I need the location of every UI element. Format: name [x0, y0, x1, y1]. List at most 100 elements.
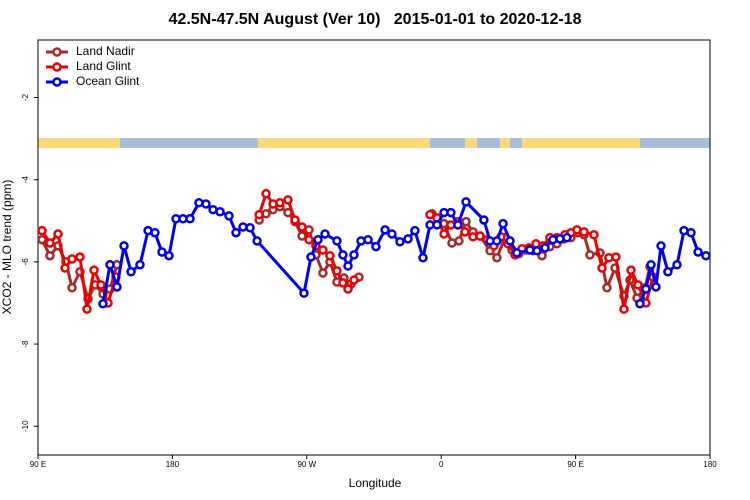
point — [215, 207, 225, 217]
x-tick-label: 0 — [439, 460, 444, 469]
point — [231, 227, 241, 238]
point — [585, 250, 595, 260]
point — [626, 265, 636, 275]
point — [439, 229, 449, 239]
point — [150, 227, 160, 238]
point — [425, 209, 435, 220]
point — [540, 243, 550, 253]
point — [320, 229, 330, 239]
point — [343, 261, 353, 271]
point — [410, 225, 420, 236]
point — [254, 209, 264, 220]
point — [635, 299, 645, 309]
point — [332, 236, 342, 246]
point — [641, 284, 651, 294]
point — [201, 199, 211, 209]
point — [461, 197, 471, 207]
point — [492, 236, 502, 246]
legend-marker — [52, 77, 62, 87]
legend-label: Ocean Glint — [76, 74, 140, 88]
point — [453, 220, 463, 230]
x-tick-label: 90 E — [567, 460, 583, 469]
point — [479, 215, 489, 225]
legend-marker — [52, 62, 62, 72]
point — [313, 234, 323, 245]
point — [602, 283, 612, 293]
point — [338, 250, 348, 260]
point — [126, 266, 136, 277]
land-band — [465, 138, 477, 148]
point — [343, 284, 353, 294]
y-axis-label: XCO2 - MLO trend (ppm) — [0, 180, 14, 315]
point — [135, 260, 145, 270]
point — [363, 234, 373, 245]
series — [98, 197, 711, 309]
point — [325, 250, 335, 261]
x-tick-label: 90 W — [297, 460, 316, 469]
point — [380, 225, 390, 235]
point — [371, 241, 381, 252]
point — [60, 263, 70, 273]
point — [498, 218, 508, 229]
point — [318, 268, 328, 278]
point — [418, 253, 428, 263]
point — [37, 234, 47, 245]
point — [651, 282, 661, 292]
point — [686, 227, 696, 238]
land-band — [500, 138, 510, 148]
point — [611, 252, 621, 262]
y-tick-label: -8 — [21, 340, 30, 348]
point — [597, 263, 607, 273]
series — [37, 188, 658, 314]
point — [283, 195, 293, 205]
land-band — [38, 138, 120, 148]
point — [461, 216, 471, 227]
point — [67, 283, 77, 293]
point — [185, 213, 195, 224]
point — [119, 241, 129, 251]
point — [45, 250, 55, 261]
point — [701, 250, 711, 261]
legend-label: Land Glint — [76, 59, 131, 73]
point — [299, 288, 309, 298]
point — [252, 236, 262, 246]
point — [633, 280, 643, 290]
point — [67, 254, 77, 264]
point — [395, 236, 405, 247]
point — [619, 304, 629, 314]
chart-title: 42.5N-47.5N August (Ver 10) 2015-01-01 t… — [169, 11, 582, 28]
point — [460, 227, 470, 237]
point — [505, 236, 515, 246]
point — [475, 231, 485, 241]
legend-label: Land Nadir — [76, 44, 135, 58]
point — [579, 227, 589, 237]
point — [532, 246, 542, 256]
y-tick-label: -6 — [21, 258, 30, 266]
x-tick-label: 180 — [703, 460, 717, 469]
point — [646, 260, 656, 270]
point — [338, 278, 348, 288]
x-tick-label: 90 E — [30, 460, 46, 469]
point — [82, 304, 92, 314]
point — [387, 229, 397, 239]
point — [454, 236, 464, 246]
point — [589, 230, 599, 240]
point — [306, 252, 316, 262]
land-mask — [38, 138, 710, 148]
point — [512, 248, 522, 258]
y-tick-label: -10 — [21, 420, 30, 432]
point — [275, 197, 285, 208]
point — [157, 247, 167, 257]
point — [693, 247, 703, 257]
point — [492, 253, 502, 263]
y-tick-label: -2 — [21, 93, 30, 101]
point — [164, 250, 174, 261]
point — [672, 260, 682, 270]
point — [112, 282, 122, 292]
point — [261, 188, 271, 199]
point — [446, 207, 456, 218]
point — [53, 229, 63, 239]
y-tick-label: -4 — [21, 176, 30, 184]
